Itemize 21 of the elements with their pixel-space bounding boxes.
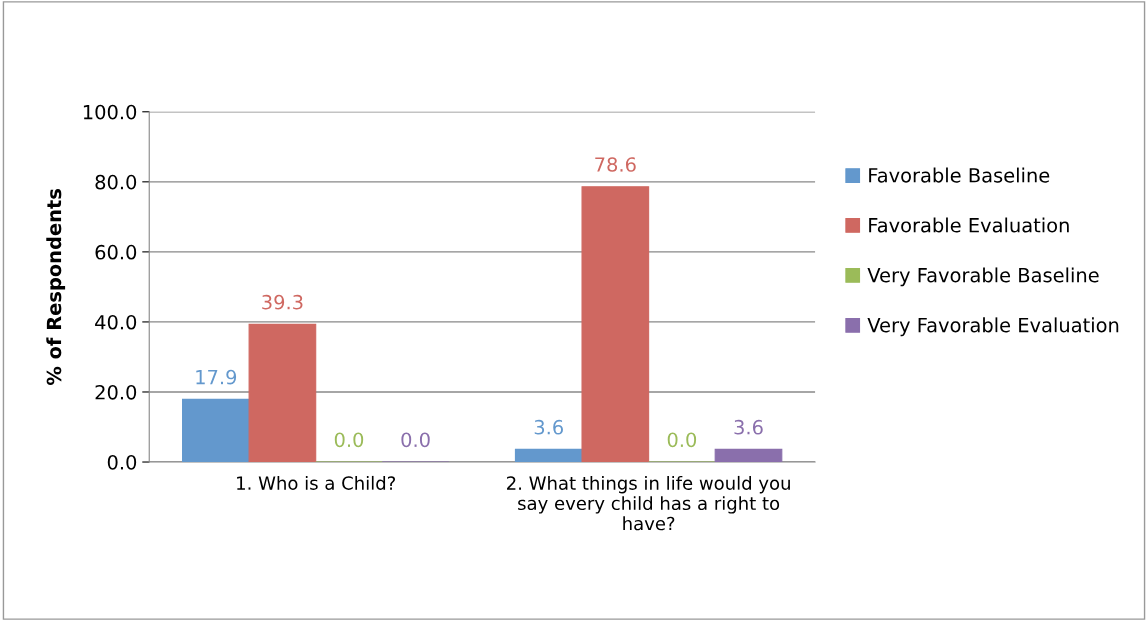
- y-tick-label: 20.0: [95, 384, 137, 400]
- legend-label: Very Favorable Baseline: [867, 267, 1099, 287]
- y-tick-label: 60.0: [95, 244, 137, 260]
- data-label: 3.6: [734, 419, 763, 435]
- y-tick-label: 40.0: [95, 314, 137, 330]
- data-label: 0.0: [667, 432, 697, 448]
- data-label: 3.6: [534, 419, 563, 435]
- data-label: 78.6: [595, 157, 636, 172]
- y-tick-label: 80.0: [95, 174, 137, 190]
- y-axis-title: % of Respondents: [46, 189, 66, 386]
- x-tick-label: 2. What things in life would you say every child has a right to have?: [507, 475, 790, 531]
- data-label: 39.3: [262, 294, 303, 310]
- legend-label: Very Favorable Evaluation: [867, 317, 1119, 337]
- data-label: 0.0: [401, 432, 430, 448]
- legend-label: Favorable Evaluation: [869, 217, 1069, 233]
- x-tick-label: 1. Who is a Child?: [237, 475, 396, 490]
- legend-label: Favorable Baseline: [869, 167, 1050, 183]
- data-label: 0.0: [334, 432, 364, 448]
- y-tick-label: 0.0: [107, 454, 137, 470]
- y-tick-label: 100.0: [83, 104, 137, 120]
- data-label: 17.9: [196, 369, 237, 385]
